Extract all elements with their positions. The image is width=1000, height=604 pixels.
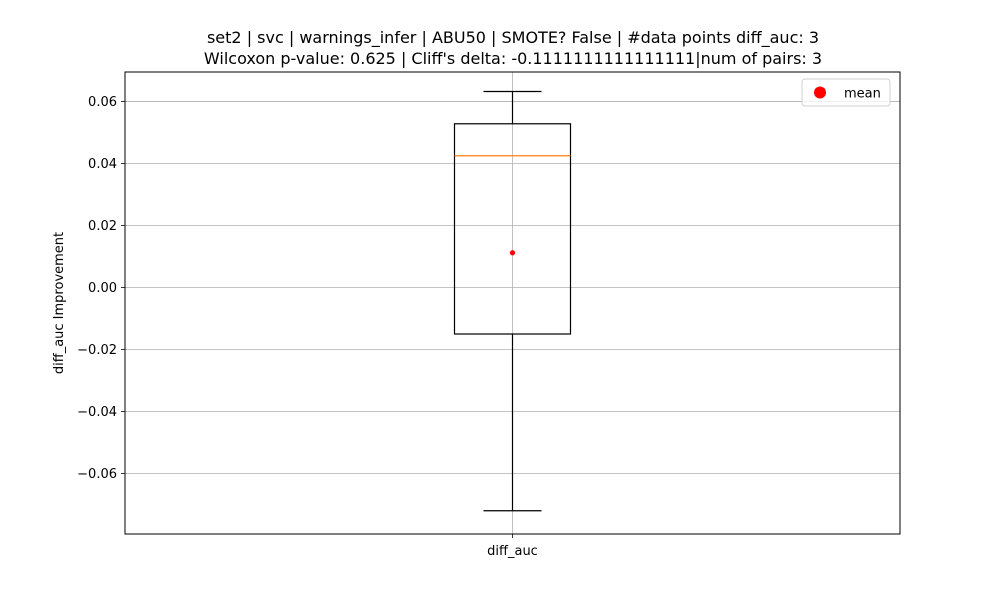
y-tick-label: −0.04 — [77, 405, 117, 420]
axes-frame — [124, 71, 901, 535]
mean-marker — [509, 250, 516, 256]
chart-title-line-1: set2 | svc | warnings_infer | ABU50 | SM… — [207, 28, 819, 48]
iqr-box — [453, 123, 572, 335]
legend-marker-mean — [814, 86, 826, 99]
y-tick-label: −0.06 — [77, 467, 117, 482]
x-tick-label: diff_auc — [487, 544, 538, 559]
y-tick-label: 0.02 — [88, 219, 117, 234]
y-tick-label: −0.02 — [77, 343, 117, 358]
legend: mean — [801, 78, 891, 107]
plot-area — [453, 90, 572, 512]
y-tick-label: 0.06 — [88, 95, 117, 110]
legend-box — [801, 78, 891, 107]
legend-label-mean: mean — [844, 87, 881, 102]
y-tick-label: 0.00 — [88, 281, 117, 296]
y-tick-label: 0.04 — [88, 157, 117, 172]
axes: −0.06 −0.04 −0.02 0.00 0.02 0.04 0.06 diff_auc — [77, 71, 901, 559]
chart-title-line-2: Wilcoxon p-value: 0.625 | Cliff's delta:… — [204, 49, 822, 68]
y-axis-label: diff_auc Improvement — [52, 232, 67, 374]
